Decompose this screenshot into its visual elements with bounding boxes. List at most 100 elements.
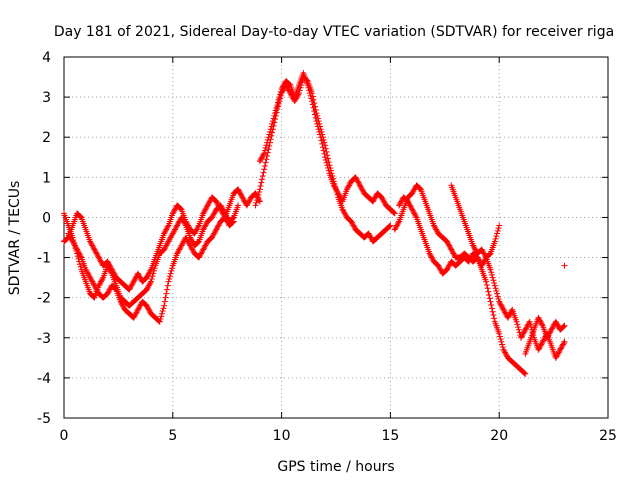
plot-frame — [63, 56, 609, 419]
data-point-arc-1 — [77, 213, 84, 220]
data-point-arc-6 — [416, 185, 423, 192]
data-point-arc-5 — [320, 147, 327, 154]
data-point-arc-5 — [307, 92, 314, 99]
data-point-arc-6 — [431, 223, 438, 230]
data-point-arc-3 — [143, 302, 150, 309]
data-point-arc-5 — [356, 182, 363, 189]
data-point-arc-1 — [137, 274, 144, 281]
data-point-arc-1 — [237, 190, 244, 197]
data-point-arc-1 — [128, 282, 135, 289]
data-point-arc-2 — [99, 275, 106, 282]
data-point-arc-1 — [129, 279, 136, 286]
data-point-arc-3 — [182, 234, 189, 241]
data-point-arc-2 — [144, 285, 151, 292]
data-point-arc-8 — [536, 345, 543, 352]
data-point-arc-7 — [490, 312, 497, 319]
data-point-arc-1 — [144, 273, 151, 280]
data-point-arc-5 — [259, 154, 266, 161]
data-point-arc-2 — [76, 261, 83, 268]
data-point-arc-8 — [517, 334, 524, 341]
data-point-arc-1 — [170, 209, 177, 216]
data-point-arc-7 — [472, 253, 479, 260]
data-point-arc-8 — [553, 353, 560, 360]
data-point-arc-8 — [480, 249, 487, 256]
data-point-arc-8 — [488, 271, 495, 278]
data-point-arc-7 — [491, 315, 498, 322]
data-point-arc-1 — [127, 283, 134, 290]
data-point-arc-7 — [521, 370, 528, 377]
data-point-arc-5 — [322, 156, 329, 163]
data-point-arc-2 — [179, 215, 186, 222]
data-point-arc-1 — [130, 278, 137, 285]
data-point-arc-5 — [266, 128, 273, 135]
data-point-arc-7 — [486, 295, 493, 302]
data-point-arc-5 — [325, 164, 332, 171]
data-point-arc-5 — [271, 112, 278, 119]
data-point-arc-4 — [342, 211, 349, 218]
data-point-arc-3 — [159, 308, 166, 315]
data-point-arc-5 — [359, 186, 366, 193]
data-point-arc-4 — [258, 179, 265, 186]
data-point-arc-6 — [445, 241, 452, 248]
data-point-arc-8 — [554, 352, 561, 359]
data-point-arc-1 — [161, 229, 168, 236]
data-point-arc-7 — [435, 263, 442, 270]
data-point-arc-3 — [230, 218, 237, 225]
data-point-arc-7 — [467, 254, 474, 261]
data-point-arc-5 — [346, 182, 353, 189]
data-point-arc-1 — [96, 255, 103, 262]
data-point-arc-1 — [90, 243, 97, 250]
data-point-arc-2 — [219, 206, 226, 213]
data-point-arc-6 — [446, 242, 453, 249]
data-point-arc-3 — [163, 286, 170, 293]
data-point-arc-3 — [131, 313, 138, 320]
data-point-arc-2 — [150, 270, 157, 277]
data-point-arc-2 — [97, 279, 104, 286]
data-point-arc-5 — [317, 134, 324, 141]
data-point-arc-1 — [87, 238, 94, 245]
data-point-arc-3 — [76, 250, 83, 257]
data-point-arc-7 — [405, 199, 412, 206]
data-point-arc-2 — [221, 209, 228, 216]
data-point-arc-5 — [333, 187, 340, 194]
data-point-arc-8 — [506, 312, 513, 319]
data-point-arc-3 — [179, 239, 186, 246]
data-point-arc-9 — [536, 316, 543, 323]
data-point-arc-3 — [178, 242, 185, 249]
y-tick-label: -1 — [37, 251, 51, 267]
data-point-arc-4 — [254, 194, 261, 201]
data-point-arc-3 — [70, 239, 77, 246]
data-point-arc-5 — [274, 99, 281, 106]
y-tick-label: 0 — [42, 210, 51, 226]
data-point-arc-1 — [245, 199, 252, 206]
data-point-arc-2 — [106, 266, 113, 273]
data-point-arc-3 — [169, 265, 176, 272]
data-point-arc-2 — [170, 229, 177, 236]
data-point-arc-3 — [67, 234, 74, 241]
data-point-arc-3 — [189, 246, 196, 253]
data-point-arc-2 — [181, 219, 188, 226]
data-point-arc-4 — [255, 191, 262, 198]
data-point-arc-3 — [185, 238, 192, 245]
data-point-arc-5 — [322, 154, 329, 161]
data-point-arc-7 — [520, 369, 527, 376]
data-point-arc-2 — [150, 267, 157, 274]
data-point-arc-7 — [486, 291, 493, 298]
data-point-arc-3 — [88, 277, 95, 284]
data-point-arc-4 — [339, 206, 346, 213]
data-point-arc-8 — [524, 322, 531, 329]
data-point-arc-6 — [494, 230, 501, 237]
data-point-arc-2 — [194, 239, 201, 246]
data-point-arc-5 — [333, 186, 339, 193]
data-point-arc-5 — [359, 187, 366, 194]
data-point-arc-8 — [513, 318, 520, 325]
data-point-arc-3 — [176, 246, 183, 253]
data-point-arc-1 — [235, 187, 242, 194]
data-point-arc-1 — [129, 281, 136, 288]
data-point-arc-8 — [525, 320, 532, 327]
data-point-arc-4 — [256, 189, 263, 196]
y-tick-label: 1 — [42, 170, 51, 186]
data-point-arc-5 — [346, 181, 353, 188]
data-point-arc-8 — [472, 246, 479, 253]
data-point-arc-6 — [491, 238, 498, 245]
